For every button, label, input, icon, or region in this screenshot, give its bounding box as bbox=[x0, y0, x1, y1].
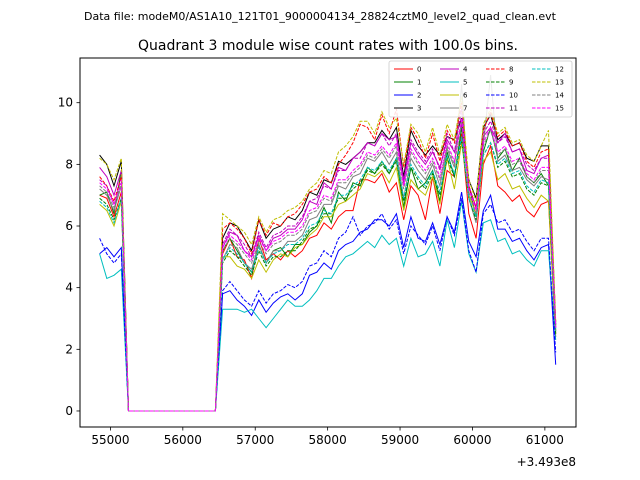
x-tick-label: 56000 bbox=[164, 433, 202, 447]
legend-label-6: 6 bbox=[463, 92, 468, 100]
y-axis-ticks: 0 2 4 6 8 10 bbox=[58, 96, 80, 418]
legend-label-11: 11 bbox=[509, 105, 518, 113]
x-tick-label: 57000 bbox=[236, 433, 274, 447]
x-axis-ticks: 55000 56000 57000 58000 59000 60000 61000 bbox=[91, 427, 564, 447]
y-tick-label: 2 bbox=[65, 342, 73, 356]
legend-label-1: 1 bbox=[417, 79, 421, 87]
series-lines bbox=[99, 74, 557, 412]
legend-label-14: 14 bbox=[555, 92, 564, 100]
series-line-0 bbox=[99, 133, 557, 412]
legend-label-9: 9 bbox=[509, 79, 513, 87]
series-line-3 bbox=[99, 113, 557, 412]
x-tick-label: 58000 bbox=[309, 433, 347, 447]
figure-suptitle: Data file: modeM0/AS1A10_121T01_90000041… bbox=[84, 10, 557, 23]
legend-label-15: 15 bbox=[555, 105, 564, 113]
series-line-10 bbox=[99, 198, 557, 412]
legend-label-5: 5 bbox=[463, 79, 467, 87]
y-tick-label: 10 bbox=[58, 96, 73, 110]
x-offset-label: +3.493e8 bbox=[517, 455, 576, 469]
legend-label-2: 2 bbox=[417, 92, 421, 100]
x-tick-label: 59000 bbox=[381, 433, 419, 447]
series-line-14 bbox=[99, 121, 557, 412]
x-tick-label: 60000 bbox=[453, 433, 491, 447]
legend-label-0: 0 bbox=[417, 66, 421, 74]
legend-label-12: 12 bbox=[555, 66, 564, 74]
series-line-8 bbox=[99, 102, 557, 412]
series-line-5 bbox=[99, 201, 557, 412]
legend-label-7: 7 bbox=[463, 105, 467, 113]
series-line-2 bbox=[99, 192, 557, 412]
y-tick-label: 0 bbox=[65, 404, 73, 418]
series-line-12 bbox=[99, 136, 557, 412]
legend-label-3: 3 bbox=[417, 105, 421, 113]
series-line-1 bbox=[99, 125, 557, 412]
y-tick-label: 6 bbox=[65, 219, 73, 233]
legend-label-4: 4 bbox=[463, 66, 468, 74]
x-tick-label: 55000 bbox=[91, 433, 129, 447]
legend-box bbox=[388, 60, 573, 118]
legend-label-13: 13 bbox=[555, 79, 564, 87]
y-tick-label: 8 bbox=[65, 157, 73, 171]
series-line-11 bbox=[99, 108, 557, 412]
legend-label-8: 8 bbox=[509, 66, 513, 74]
chart-title: Quadrant 3 module wise count rates with … bbox=[138, 38, 518, 54]
x-tick-label: 61000 bbox=[526, 433, 564, 447]
series-line-6 bbox=[99, 142, 557, 412]
series-line-15 bbox=[99, 118, 557, 412]
y-tick-label: 4 bbox=[65, 281, 73, 295]
legend-label-10: 10 bbox=[509, 92, 518, 100]
series-line-7 bbox=[99, 74, 557, 412]
series-line-4 bbox=[99, 124, 557, 412]
